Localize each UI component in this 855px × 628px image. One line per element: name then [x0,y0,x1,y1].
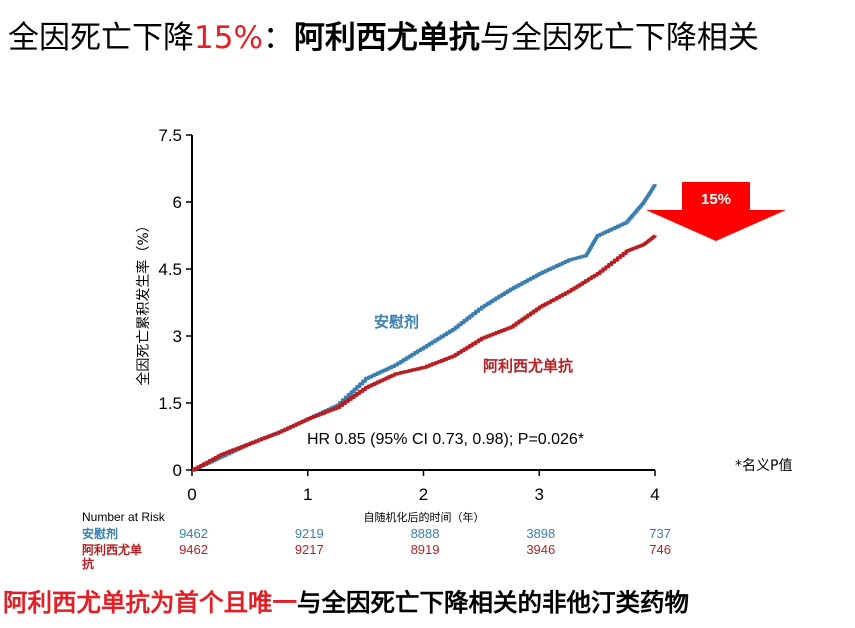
risk-value: 9219 [295,526,324,541]
x-tick-label: 0 [187,485,196,504]
y-tick-label: 0 [173,461,182,480]
series-label-placebo: 安慰剂 [374,313,419,331]
risk-value: 3946 [526,542,555,557]
arrow-label: 15% [701,191,731,208]
x-tick-label: 2 [419,485,428,504]
title-colon: ： [262,20,294,56]
series-line-1 [192,234,657,472]
title-part5: 与全因死亡下降相关 [479,20,759,56]
title-percent: 15% [194,20,263,56]
x-axis-label: 自随机化后的时间（年） [364,510,485,524]
y-tick-label: 7.5 [158,126,182,145]
footer-statement: 阿利西尤单抗为首个且唯一与全因死亡下降相关的非他汀类药物 [3,585,853,621]
risk-value: 8888 [411,526,440,541]
title-drug: 阿利西尤单抗 [293,20,480,56]
title-part1: 全因死亡下降 [8,20,194,56]
footer-red-text: 阿利西尤单抗为首个且唯一 [3,588,297,617]
y-tick-label: 3 [173,327,182,346]
y-tick-label: 1.5 [158,394,182,413]
risk-value: 9462 [179,542,208,557]
y-tick-label: 6 [173,193,182,212]
x-tick-label: 3 [535,485,544,504]
risk-value: 737 [649,526,671,541]
series-label-alirocumab: 阿利西尤单抗 [483,357,573,375]
y-tick-label: 4.5 [158,260,182,279]
risk-value: 8919 [411,542,440,557]
series-line-0 [192,184,657,472]
risk-row-name: 阿利西尤单 [82,542,142,557]
risk-value: 9217 [295,542,324,557]
risk-row-name: 抗 [82,556,94,571]
page-title: 全因死亡下降15%：阿利西尤单抗与全因死亡下降相关 [8,18,853,58]
hr-annotation: HR 0.85 (95% CI 0.73, 0.98); P=0.026* [307,431,584,448]
risk-value: 746 [649,542,671,557]
risk-value: 9462 [179,526,208,541]
x-tick-label: 4 [650,485,659,504]
reduction-arrow [646,182,786,241]
risk-table-header: Number at Risk [82,510,166,524]
x-tick-label: 1 [303,485,312,504]
footer-black-text: 与全因死亡下降相关的非他汀类药物 [297,588,689,617]
risk-row-name: 安慰剂 [82,526,118,541]
y-axis-label: 全因死亡累积发生率（%） [135,218,152,385]
nominal-p-note: *名义P值 [735,458,793,474]
risk-value: 3898 [526,526,555,541]
